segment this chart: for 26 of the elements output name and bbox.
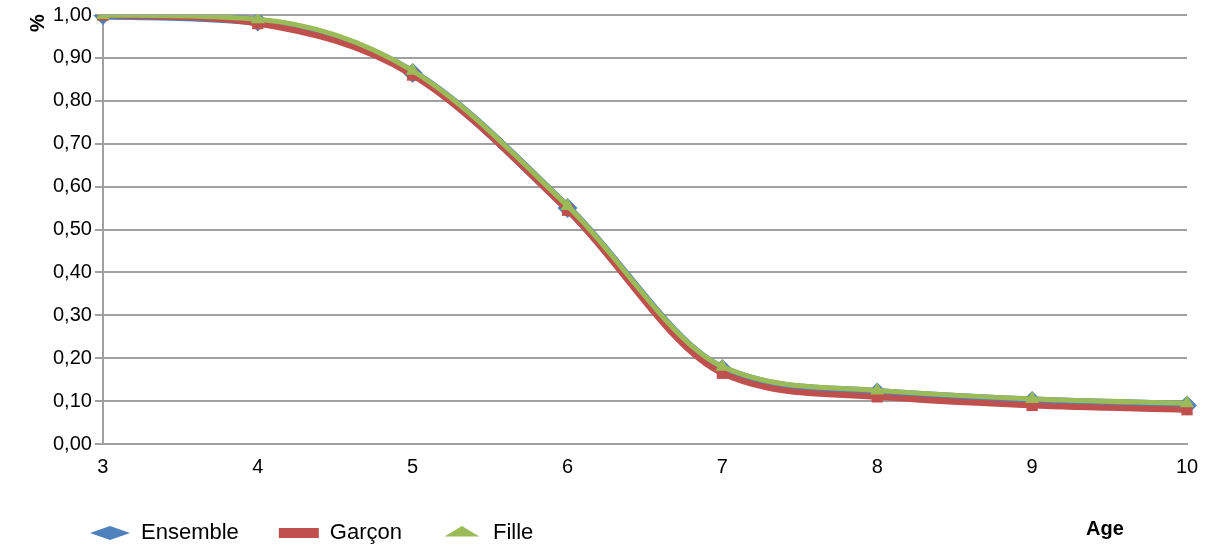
x-tick-label: 3: [97, 454, 109, 477]
y-tick-label: 1,00: [52, 2, 92, 25]
legend-label: Garçon: [329, 519, 402, 545]
y-tick-label: 0,40: [52, 259, 92, 282]
y-tick-label: 0,50: [52, 217, 92, 240]
y-tick-label: 0,30: [52, 302, 92, 325]
x-tick-label: 10: [1175, 454, 1199, 477]
x-tick-label: 9: [1026, 454, 1038, 477]
x-tick-label: 8: [871, 454, 883, 477]
legend-label: Fille: [492, 519, 534, 545]
point: [1025, 390, 1040, 403]
point: [870, 382, 885, 395]
y-tick-label: 0,70: [52, 131, 92, 154]
legend-label: Ensemble: [141, 519, 239, 545]
x-tick-label: 7: [716, 454, 728, 477]
y-tick-label: 0,20: [52, 345, 92, 368]
y-tick-label: 0,60: [52, 174, 92, 197]
x-tick-label: 4: [252, 454, 264, 477]
y-tick-label: 0,80: [52, 88, 92, 111]
y-tick-label: 0,00: [52, 431, 92, 454]
y-tick-label: 0,10: [52, 388, 92, 411]
x-tick-label: 6: [561, 454, 574, 477]
x-tick-label: 5: [407, 454, 419, 477]
y-axis-title: %: [25, 13, 48, 32]
y-tick-label: 0,90: [52, 45, 92, 68]
x-axis-title: Age: [1086, 516, 1124, 539]
